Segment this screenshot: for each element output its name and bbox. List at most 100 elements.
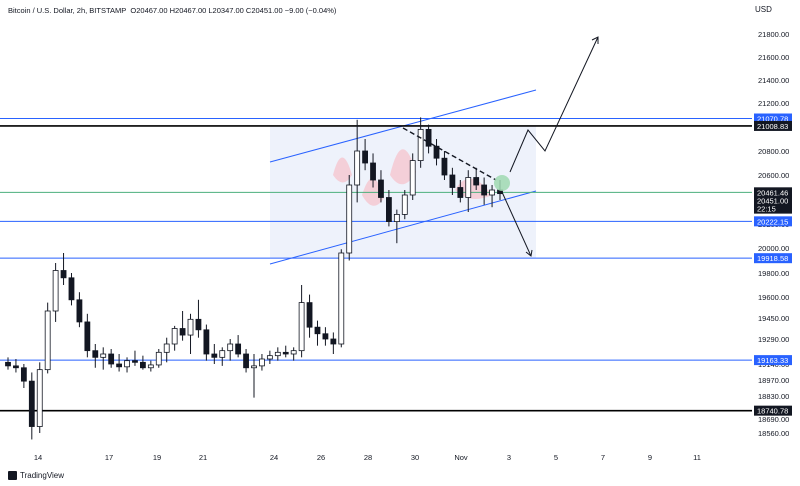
y-tick-label: 19800.00: [758, 269, 789, 278]
candle-body: [378, 179, 384, 198]
x-tick-label: 17: [105, 453, 113, 462]
candle-body: [417, 128, 424, 161]
neckline-dashed[interactable]: [402, 127, 497, 181]
x-tick-label: 28: [364, 453, 372, 462]
candle-body: [259, 358, 265, 367]
candle-body: [227, 343, 234, 352]
x-tick-label: 3: [507, 453, 511, 462]
x-tick-label: 30: [411, 453, 419, 462]
symbol-title: Bitcoin / U.S. Dollar, 2h, BITSTAMP: [8, 6, 127, 15]
candle-body: [13, 365, 19, 369]
candle-body: [100, 353, 107, 358]
candle-body: [211, 353, 218, 358]
x-tick-label: 11: [693, 453, 701, 462]
y-tick-label: 18830.00: [758, 392, 789, 401]
candle-body: [108, 353, 115, 365]
x-tick-label: 14: [34, 453, 42, 462]
candle-body: [370, 162, 376, 181]
x-tick-label: 26: [317, 453, 325, 462]
candle-body: [393, 213, 400, 222]
bearish-arrowhead-icon: [525, 249, 533, 257]
y-tick-label: 21200.00: [758, 99, 789, 108]
tradingview-brand[interactable]: TradingView: [8, 471, 64, 480]
candle-body: [251, 365, 257, 369]
candle-body: [124, 360, 130, 368]
price-tag-bg: [754, 355, 792, 366]
price-tag-bg: [754, 113, 792, 124]
candle-body: [92, 350, 99, 358]
y-tick-label: 18970.00: [758, 376, 789, 385]
price-tag-bg: [754, 120, 792, 131]
price-tag-bg: [754, 405, 792, 416]
candle-body: [235, 343, 242, 355]
head-highlight: [390, 149, 416, 185]
y-tick-label: 20600.00: [758, 171, 789, 180]
candle-body: [330, 338, 337, 345]
candle-body: [338, 252, 345, 345]
candle-body: [282, 351, 289, 355]
candle-body: [219, 350, 226, 358]
candle-body: [274, 351, 281, 357]
breakout-marker: [494, 175, 510, 191]
candle-body: [28, 380, 35, 427]
candle-body: [465, 177, 472, 198]
bullish-arrowhead-icon: [591, 36, 599, 44]
candle-body: [132, 360, 138, 363]
candle-body: [187, 318, 194, 336]
candle-body: [68, 277, 75, 301]
candle-body: [386, 197, 392, 223]
x-tick-label: 24: [270, 453, 278, 462]
price-tag-label: 19918.58: [757, 254, 788, 263]
ohlc-readout: O20467.00 H20467.00 L20347.00 C20451.00 …: [130, 6, 337, 15]
candle-body: [298, 302, 305, 352]
candle-body: [362, 150, 368, 164]
price-tag-label: 20222.15: [757, 217, 788, 226]
candle-body: [457, 187, 464, 198]
y-tick-label: 20000.00: [758, 244, 789, 253]
candle-body: [5, 361, 11, 367]
countdown-label: 22:15: [757, 205, 776, 214]
tradingview-logo-icon: [8, 471, 17, 480]
candle-body: [481, 184, 488, 196]
candle-body: [44, 310, 51, 371]
candle-body: [449, 174, 456, 188]
price-tag-label: 21070.78: [757, 115, 788, 124]
y-tick-label: 18560.00: [758, 429, 789, 438]
currency-label: USD: [755, 5, 772, 14]
x-tick-label: 21: [199, 453, 207, 462]
chart-header: Bitcoin / U.S. Dollar, 2h, BITSTAMP O204…: [8, 6, 336, 15]
price-tag-bg: [754, 216, 792, 227]
y-tick-label: 19600.00: [758, 293, 789, 302]
price-tag-label: 21008.83: [757, 122, 788, 131]
y-tick-label: 21800.00: [758, 30, 789, 39]
x-tick-label: 5: [554, 453, 558, 462]
price-tag-label: 20461.46: [757, 188, 788, 197]
candle-body: [140, 361, 146, 369]
candle-body: [425, 128, 432, 147]
y-tick-label: 21400.00: [758, 76, 789, 85]
candle-body: [179, 328, 186, 336]
brand-label: TradingView: [20, 471, 65, 480]
y-tick-label: 19290.00: [758, 335, 789, 344]
candle-body: [322, 333, 329, 340]
candle-body: [203, 329, 210, 355]
candle-body: [290, 350, 297, 355]
candle-body: [52, 270, 59, 312]
last-price-tag-bg: [754, 195, 792, 214]
candle-body: [155, 351, 162, 366]
candle-body: [60, 270, 67, 279]
y-tick-label: 20800.00: [758, 147, 789, 156]
candle-body: [84, 321, 91, 352]
candle-body: [36, 369, 43, 427]
candle-body: [195, 318, 202, 331]
bullish-path-arrow[interactable]: [509, 36, 599, 173]
candle-body: [20, 367, 27, 382]
candle-body: [163, 343, 170, 353]
candle-body: [266, 355, 273, 360]
price-tag-bg: [754, 253, 792, 264]
price-tag-bg: [754, 187, 792, 198]
bearish-path-arrow[interactable]: [501, 191, 532, 257]
y-tick-label: 18690.00: [758, 415, 789, 424]
candle-body: [314, 326, 321, 335]
